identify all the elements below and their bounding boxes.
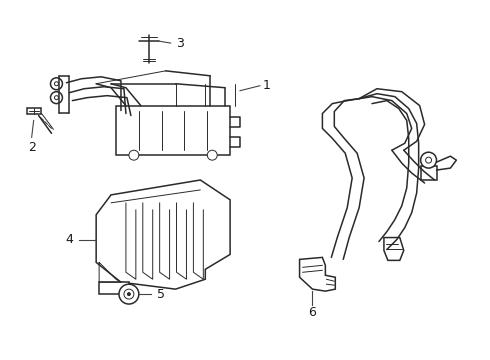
Polygon shape (420, 166, 437, 180)
Circle shape (54, 82, 58, 86)
Text: 4: 4 (66, 233, 74, 246)
Text: 1: 1 (263, 79, 271, 92)
Polygon shape (299, 257, 335, 291)
Circle shape (50, 78, 62, 90)
Circle shape (124, 289, 134, 299)
Circle shape (426, 157, 432, 163)
Text: 5: 5 (157, 288, 165, 301)
Polygon shape (384, 238, 404, 260)
Polygon shape (116, 105, 230, 155)
Circle shape (54, 96, 58, 100)
Text: 2: 2 (28, 141, 36, 154)
Circle shape (50, 92, 62, 104)
Polygon shape (26, 108, 41, 113)
Polygon shape (96, 180, 230, 289)
Polygon shape (99, 282, 129, 294)
Circle shape (119, 284, 139, 304)
Text: 3: 3 (176, 37, 184, 50)
Circle shape (420, 152, 437, 168)
Circle shape (127, 293, 130, 296)
Text: 6: 6 (309, 306, 317, 319)
Circle shape (207, 150, 217, 160)
Circle shape (129, 150, 139, 160)
